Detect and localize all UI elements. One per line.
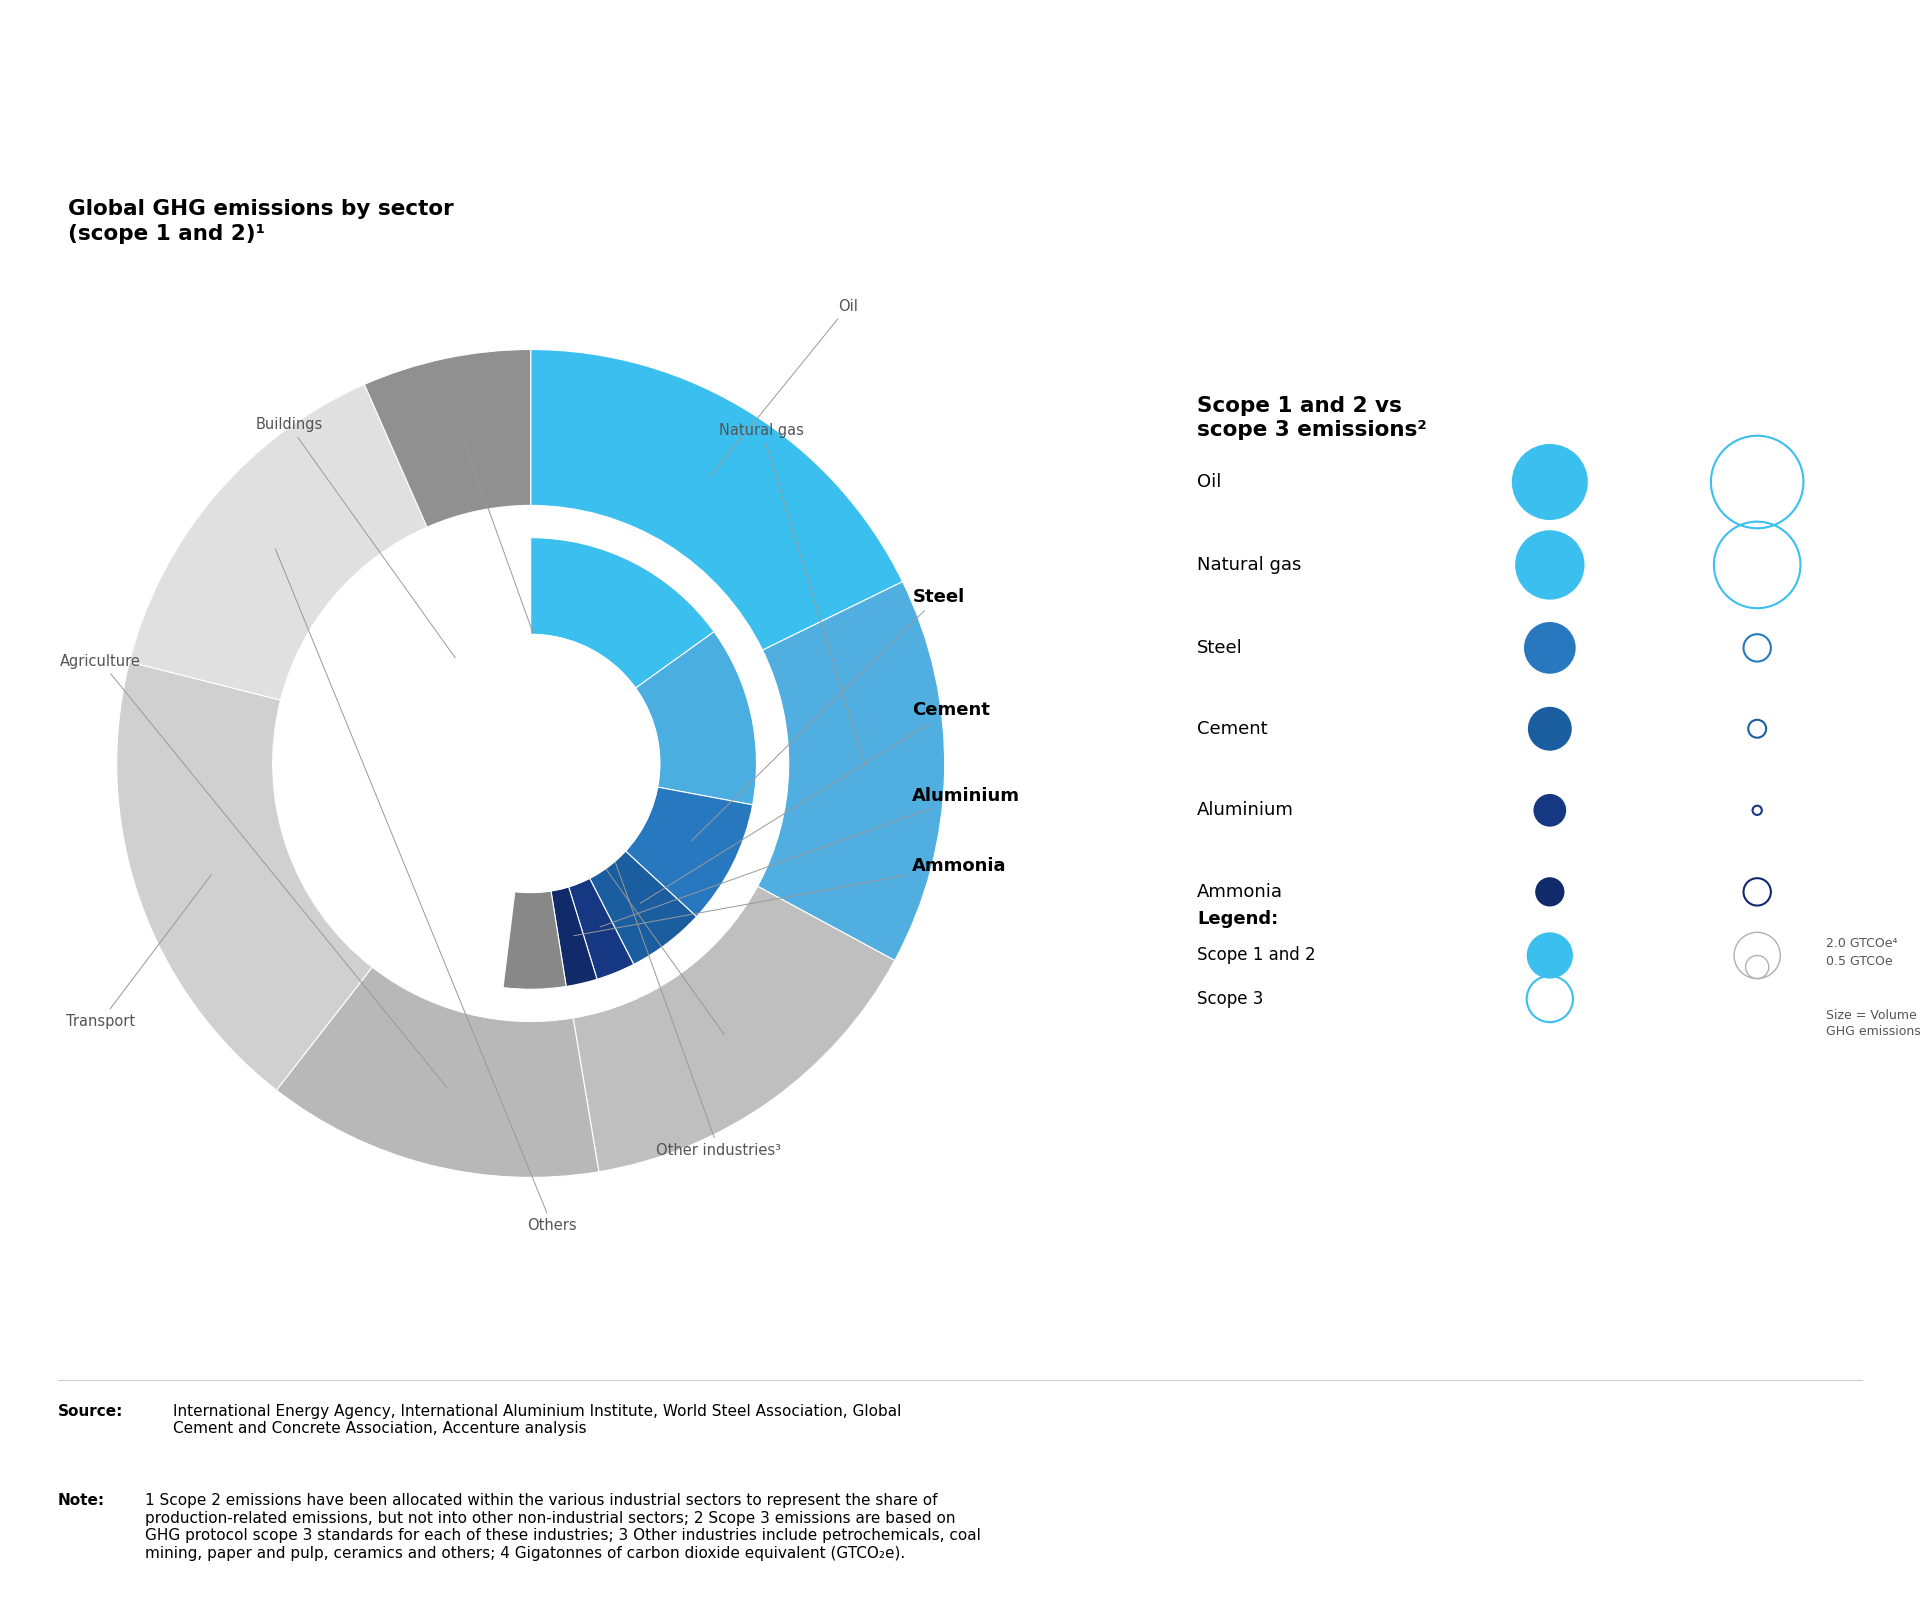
Text: Ammonia: Ammonia	[574, 857, 1006, 935]
Circle shape	[1511, 443, 1588, 520]
Text: Scope 3: Scope 3	[1198, 989, 1263, 1009]
Text: Transport: Transport	[65, 874, 211, 1029]
Text: 0.5 GTCOe: 0.5 GTCOe	[1826, 954, 1893, 967]
Text: Note:: Note:	[58, 1494, 106, 1508]
Wedge shape	[626, 788, 753, 917]
Wedge shape	[568, 879, 634, 980]
Text: Agriculture: Agriculture	[60, 653, 447, 1087]
Wedge shape	[530, 538, 714, 688]
Wedge shape	[758, 581, 945, 961]
Wedge shape	[574, 887, 895, 1172]
Wedge shape	[589, 852, 697, 964]
Text: Cement: Cement	[641, 701, 991, 903]
Circle shape	[1526, 932, 1572, 978]
Text: Natural gas: Natural gas	[720, 423, 866, 768]
Text: Ammonia: Ammonia	[1198, 882, 1283, 901]
Text: Scope 1 and 2 vs
scope 3 emissions²: Scope 1 and 2 vs scope 3 emissions²	[1198, 395, 1427, 440]
Circle shape	[1528, 706, 1572, 751]
Wedge shape	[503, 890, 566, 989]
Wedge shape	[276, 967, 599, 1177]
Wedge shape	[551, 887, 597, 986]
Text: Aluminium: Aluminium	[1198, 802, 1294, 820]
Wedge shape	[636, 632, 756, 805]
Wedge shape	[365, 349, 530, 527]
Text: Natural gas: Natural gas	[1198, 556, 1302, 573]
Text: Size = Volume of
GHG emissions: Size = Volume of GHG emissions	[1826, 1009, 1920, 1039]
Text: 2.0 GTCOe⁴: 2.0 GTCOe⁴	[1826, 938, 1897, 951]
Text: Global GHG emissions by sector
(scope 1 and 2)¹: Global GHG emissions by sector (scope 1 …	[69, 199, 455, 243]
Wedge shape	[129, 384, 426, 700]
Text: Legend:: Legend:	[1198, 909, 1279, 929]
Text: Cement: Cement	[1198, 720, 1267, 738]
Text: ~80% of
industrial
emissions: ~80% of industrial emissions	[444, 730, 532, 797]
Text: Steel: Steel	[1198, 639, 1242, 656]
Circle shape	[1524, 623, 1576, 674]
Text: International Energy Agency, International Aluminium Institute, World Steel Asso: International Energy Agency, Internation…	[173, 1404, 900, 1436]
Text: Buildings: Buildings	[255, 418, 724, 1034]
Wedge shape	[530, 349, 902, 650]
Text: Scope 1 and 2: Scope 1 and 2	[1198, 946, 1315, 964]
Text: Other industries³: Other industries³	[463, 437, 781, 1158]
Circle shape	[1534, 794, 1567, 826]
Text: 1 Scope 2 emissions have been allocated within the various industrial sectors to: 1 Scope 2 emissions have been allocated …	[146, 1494, 981, 1561]
Text: Others: Others	[275, 549, 578, 1233]
Text: Source:: Source:	[58, 1404, 123, 1418]
Text: Steel: Steel	[691, 588, 964, 841]
Circle shape	[1536, 877, 1565, 906]
Text: Aluminium: Aluminium	[601, 786, 1020, 927]
Wedge shape	[117, 661, 372, 1090]
Text: Oil: Oil	[710, 299, 858, 475]
Circle shape	[1515, 530, 1584, 600]
Text: Oil: Oil	[1198, 472, 1221, 492]
Circle shape	[401, 634, 660, 892]
